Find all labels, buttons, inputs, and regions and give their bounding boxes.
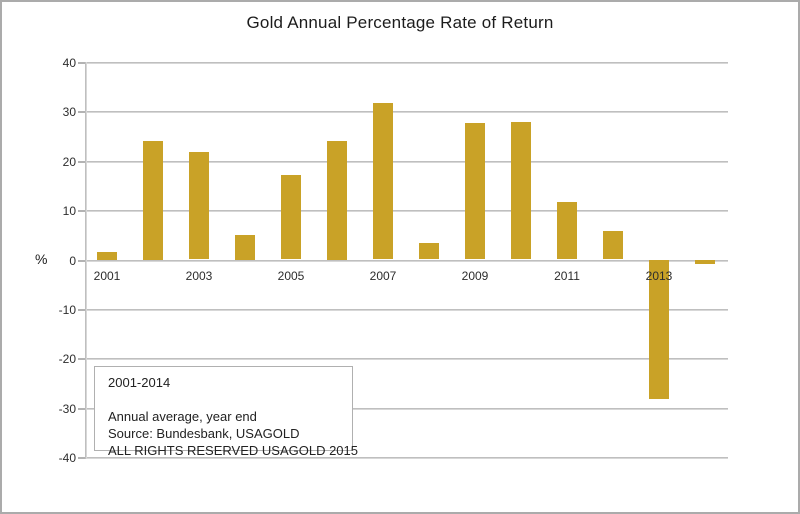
y-axis-label--20: -20 bbox=[58, 352, 76, 367]
y-axis-unit-label: % bbox=[35, 251, 48, 267]
y-tick-0 bbox=[78, 259, 87, 262]
bar-2014 bbox=[695, 259, 715, 264]
y-tick--20 bbox=[78, 358, 87, 361]
annotation-box: 2001-2014 Annual average, year end Sourc… bbox=[94, 366, 358, 458]
x-axis-label-2013: 2013 bbox=[645, 268, 673, 283]
y-axis-label-30: 30 bbox=[62, 105, 76, 120]
y-tick--10 bbox=[78, 308, 87, 311]
annotation-source: Source: Bundesbank, USAGOLD bbox=[108, 426, 300, 441]
chart-title: Gold Annual Percentage Rate of Return bbox=[246, 13, 554, 32]
annotation-rights: ALL RIGHTS RESERVED USAGOLD 2015 bbox=[108, 443, 358, 458]
bar-2006 bbox=[327, 141, 347, 260]
gridline-y-40 bbox=[87, 457, 728, 459]
gridline-y0 bbox=[87, 259, 728, 262]
x-axis-label-2007: 2007 bbox=[369, 268, 397, 283]
y-tick-30 bbox=[78, 111, 87, 114]
bar-2003 bbox=[189, 151, 209, 260]
annotation-period: 2001-2014 bbox=[108, 375, 171, 390]
bar-2004 bbox=[235, 234, 255, 260]
gridline-y-30 bbox=[87, 407, 728, 410]
gridline-y-20 bbox=[87, 358, 728, 361]
gridline-y-10 bbox=[87, 308, 728, 311]
y-axis-label-40: 40 bbox=[62, 56, 76, 70]
gridline-y40 bbox=[87, 62, 728, 64]
annotation-spacer bbox=[108, 391, 344, 408]
x-axis-label-2009: 2009 bbox=[461, 268, 489, 283]
gridline-y20 bbox=[87, 160, 728, 163]
bar-2001 bbox=[97, 252, 117, 260]
y-axis-label--10: -10 bbox=[58, 302, 76, 317]
bar-2007 bbox=[373, 103, 393, 260]
y-tick--30 bbox=[78, 407, 87, 410]
annotation-method: Annual average, year end bbox=[108, 409, 257, 424]
y-tick--40 bbox=[78, 457, 87, 459]
bar-2002 bbox=[143, 141, 163, 260]
bar-2013 bbox=[649, 259, 669, 399]
bar-2010 bbox=[511, 122, 531, 260]
y-tick-20 bbox=[78, 160, 87, 163]
bar-2009 bbox=[465, 123, 485, 260]
bar-2011 bbox=[557, 202, 577, 260]
y-axis-label-10: 10 bbox=[62, 204, 76, 219]
y-tick-10 bbox=[78, 210, 87, 213]
bar-2005 bbox=[281, 175, 301, 260]
x-axis-label-2011: 2011 bbox=[554, 268, 580, 283]
y-axis-label-20: 20 bbox=[62, 154, 76, 169]
y-axis-label--30: -30 bbox=[58, 401, 76, 416]
gridline-y10 bbox=[87, 210, 728, 213]
y-axis-label-0: 0 bbox=[69, 253, 76, 268]
gridline-y30 bbox=[87, 111, 728, 114]
y-axis-line bbox=[85, 62, 87, 459]
y-axis-label--40: -40 bbox=[58, 451, 76, 465]
bar-2012 bbox=[603, 231, 623, 260]
bar-2008 bbox=[419, 242, 439, 260]
x-axis-label-2005: 2005 bbox=[277, 268, 305, 283]
x-axis-label-2003: 2003 bbox=[185, 268, 213, 283]
y-tick-40 bbox=[78, 62, 87, 64]
x-axis-label-2001: 2001 bbox=[93, 268, 121, 283]
